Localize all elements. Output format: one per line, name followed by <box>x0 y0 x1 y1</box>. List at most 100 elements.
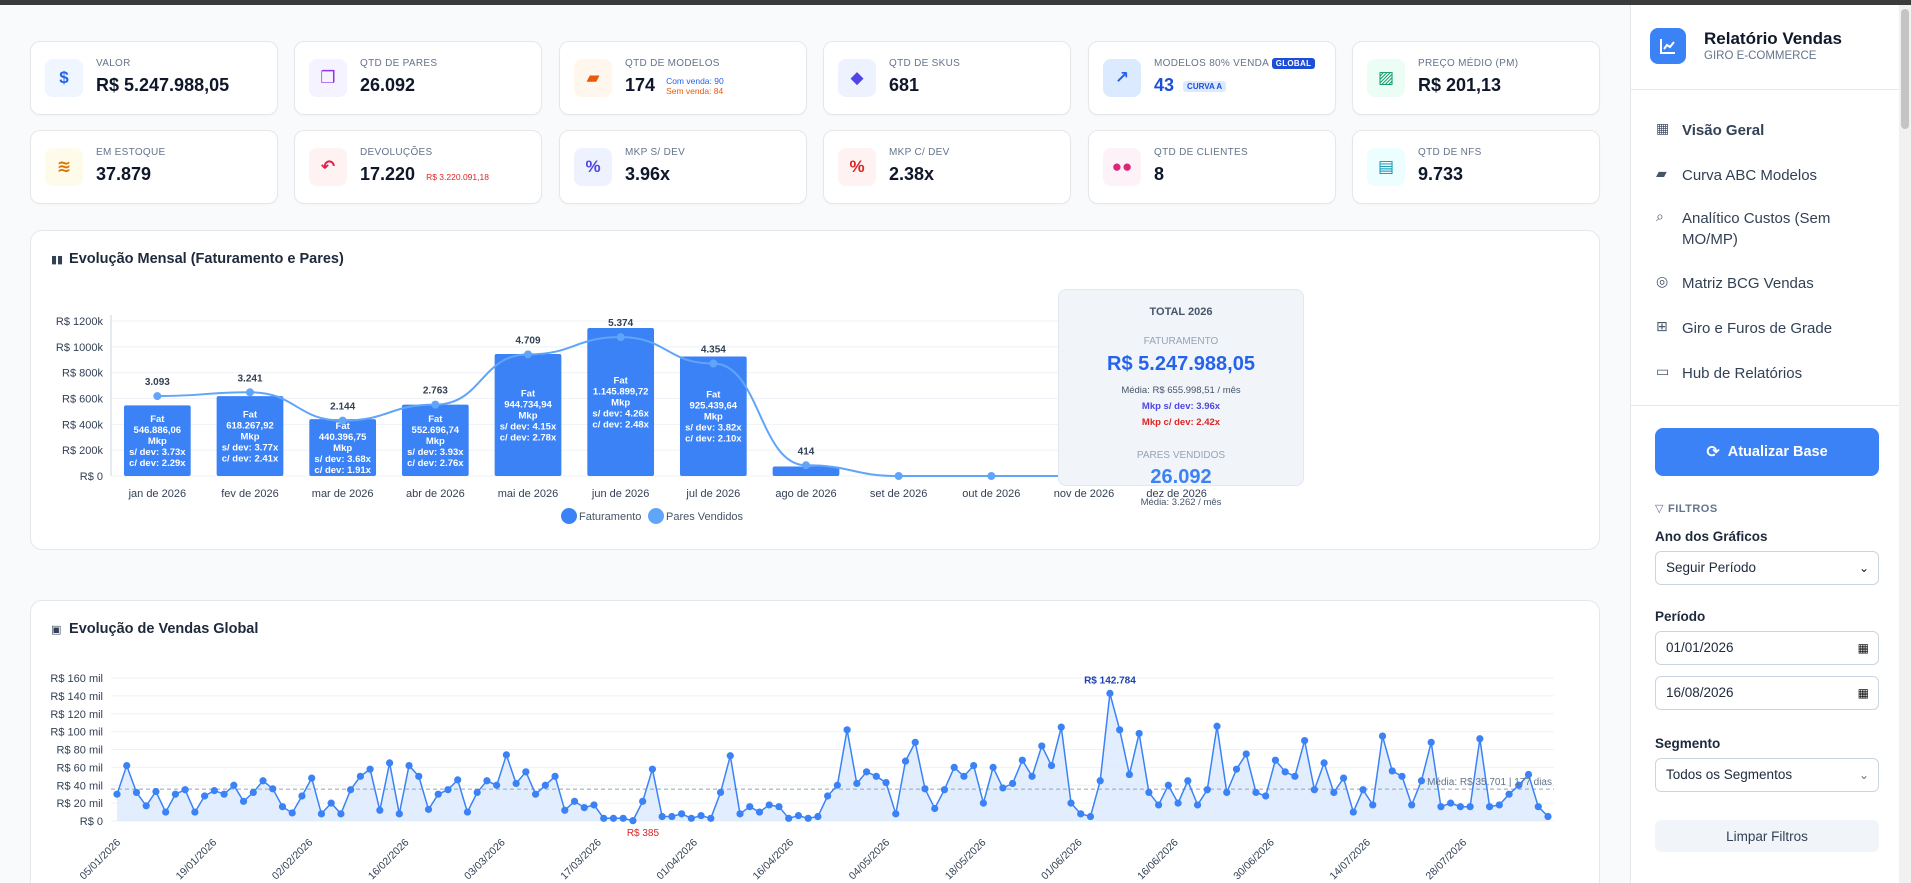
sales-point[interactable] <box>1184 777 1192 785</box>
sales-point[interactable] <box>775 803 783 811</box>
date-start-input[interactable]: 01/01/2026 ▦ <box>1655 631 1879 665</box>
sales-point[interactable] <box>931 804 939 813</box>
sales-point[interactable] <box>853 779 861 788</box>
sales-point[interactable] <box>639 797 647 805</box>
sales-point[interactable] <box>1047 761 1056 770</box>
sales-point[interactable] <box>1008 779 1017 788</box>
sales-point[interactable] <box>493 781 501 789</box>
segmento-select[interactable]: Todos os Segmentos ⌄ <box>1655 758 1879 792</box>
sales-point[interactable] <box>191 808 199 816</box>
sales-point[interactable] <box>668 812 676 821</box>
sales-point[interactable] <box>512 779 520 788</box>
sales-point[interactable] <box>463 808 472 816</box>
sales-point[interactable] <box>551 772 559 780</box>
sales-point[interactable] <box>502 751 510 759</box>
sales-point[interactable] <box>1330 788 1338 796</box>
global-sales-chart[interactable]: R$ 0 R$ 20 mil R$ 40 mil R$ 60 mil R$ 80 mil… <box>31 601 1601 883</box>
sales-point[interactable] <box>1252 788 1260 796</box>
sales-point[interactable] <box>483 777 491 785</box>
sales-point[interactable] <box>385 759 394 767</box>
scrollbar-thumb[interactable] <box>1901 9 1909 129</box>
revenue-bar[interactable] <box>587 327 655 476</box>
sales-point[interactable] <box>814 812 822 821</box>
sales-point[interactable] <box>629 817 637 825</box>
sales-point[interactable] <box>444 786 452 794</box>
sales-point[interactable] <box>1018 756 1026 764</box>
sales-point[interactable] <box>1232 765 1241 773</box>
sales-point[interactable] <box>1271 756 1280 764</box>
sales-point[interactable] <box>239 797 248 805</box>
sales-point[interactable] <box>1388 767 1396 775</box>
sales-point[interactable] <box>746 803 754 811</box>
sales-point[interactable] <box>424 805 433 813</box>
sales-point[interactable] <box>707 814 715 822</box>
sales-point[interactable] <box>1515 781 1523 789</box>
sales-point[interactable] <box>308 774 316 782</box>
sales-point[interactable] <box>152 787 160 796</box>
sales-point[interactable] <box>113 790 121 798</box>
clear-filters-button[interactable]: Limpar Filtros <box>1655 820 1879 852</box>
calendar-icon[interactable]: ▦ <box>1857 641 1869 655</box>
sales-point[interactable] <box>726 752 734 760</box>
sales-point[interactable] <box>1456 803 1464 811</box>
sales-point[interactable] <box>259 777 267 785</box>
sales-point[interactable] <box>648 765 657 773</box>
sales-point[interactable] <box>347 786 355 794</box>
sidebar-item-anal-tico-custos-sem-mo-mp[interactable]: ⌕ Analítico Custos (Sem MO/MP) <box>1656 208 1831 248</box>
sales-point[interactable] <box>298 792 306 800</box>
sales-point[interactable] <box>872 772 880 780</box>
sales-point[interactable] <box>1291 772 1299 780</box>
pares-point[interactable] <box>338 416 347 425</box>
sales-point[interactable] <box>434 790 442 798</box>
sales-point[interactable] <box>1427 738 1435 746</box>
sales-point[interactable] <box>1495 801 1503 809</box>
pares-point[interactable] <box>246 388 254 397</box>
sales-point[interactable] <box>1223 788 1231 796</box>
sales-point[interactable] <box>1086 812 1095 821</box>
sales-point[interactable] <box>1349 808 1357 816</box>
sales-point[interactable] <box>862 768 871 776</box>
ano-select[interactable]: Seguir Período ⌄ <box>1655 551 1879 585</box>
sales-point[interactable] <box>911 738 919 746</box>
sales-point[interactable] <box>940 786 949 794</box>
sales-point[interactable] <box>561 806 569 814</box>
sales-point[interactable] <box>970 761 978 770</box>
sales-point[interactable] <box>220 790 228 798</box>
sales-point[interactable] <box>658 812 666 821</box>
sales-point[interactable] <box>123 761 131 770</box>
sidebar-item-giro-e-furos-de-grade[interactable]: ⊞ Giro e Furos de Grade <box>1656 318 1833 337</box>
pares-point[interactable] <box>987 472 996 480</box>
sales-point[interactable] <box>1135 729 1143 738</box>
pares-point[interactable] <box>616 333 625 342</box>
sales-point[interactable] <box>1203 786 1211 794</box>
sales-point[interactable] <box>1077 810 1085 818</box>
sidebar-item-matriz-bcg-vendas[interactable]: ◎ Matriz BCG Vendas <box>1656 273 1814 292</box>
sales-point[interactable] <box>960 772 968 780</box>
sales-point[interactable] <box>1359 786 1367 794</box>
revenue-bar[interactable] <box>772 466 840 476</box>
sales-point[interactable] <box>570 797 579 805</box>
revenue-bar[interactable] <box>679 356 747 476</box>
sales-point[interactable] <box>1106 689 1114 697</box>
sales-point[interactable] <box>697 812 705 820</box>
sales-point[interactable] <box>678 810 686 818</box>
calendar-icon[interactable]: ▦ <box>1857 686 1869 700</box>
sales-point[interactable] <box>590 801 598 809</box>
revenue-bar[interactable] <box>494 353 562 476</box>
sales-point[interactable] <box>979 799 987 807</box>
sidebar-item-vis-o-geral[interactable]: ▦ Visão Geral <box>1656 120 1765 139</box>
sales-point[interactable] <box>833 781 841 789</box>
sales-point[interactable] <box>687 814 695 822</box>
sales-point[interactable] <box>356 772 364 780</box>
pares-point[interactable] <box>153 392 162 401</box>
sales-point[interactable] <box>1301 736 1309 745</box>
sales-point[interactable] <box>1378 732 1387 740</box>
sidebar-item-hub-de-relat-rios[interactable]: ▭ Hub de Relatórios <box>1656 363 1803 382</box>
date-end-input[interactable]: 16/08/2026 ▦ <box>1655 676 1879 710</box>
sales-point[interactable] <box>1437 803 1445 811</box>
sales-point[interactable] <box>1057 723 1065 731</box>
sales-point[interactable] <box>1310 786 1318 794</box>
sales-point[interactable] <box>882 778 890 787</box>
pares-point[interactable] <box>431 400 440 409</box>
sales-point[interactable] <box>824 792 832 800</box>
